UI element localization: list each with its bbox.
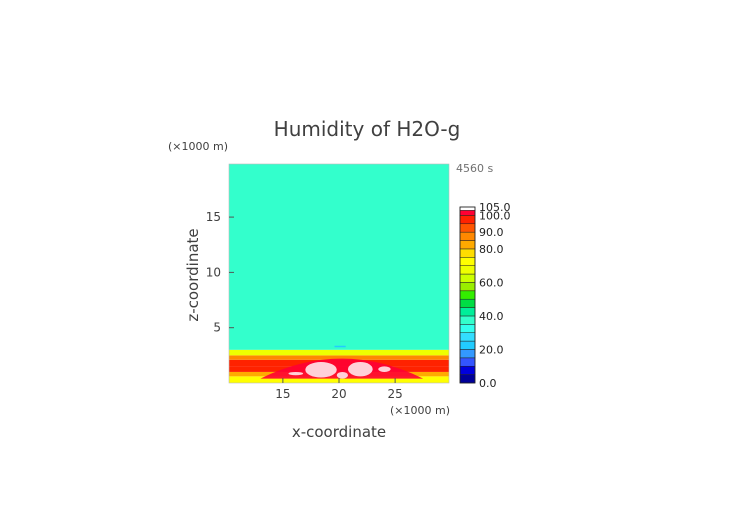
colorbar-label-5: 40.0 [479,310,504,323]
supersaturated-zone-2 [336,371,348,379]
colorbar-band-7 [459,315,476,325]
x-tick-label-25: 25 [387,387,402,401]
colorbar-band-14 [459,257,476,266]
colorbar-label-1: 100.0 [479,209,511,222]
x-tick-label-15: 15 [275,387,290,401]
colorbar-band-16 [459,240,476,250]
colorbar-band-2 [459,357,476,367]
field-layer-6 [229,164,449,350]
colorbar-band-21 [459,206,476,211]
colorbar-band-3 [459,349,476,359]
colorbar-label-7: 0.0 [479,377,497,390]
colorbar-band-19 [459,215,476,225]
x-axis-label: x-coordinate [292,423,386,441]
colorbar-label-2: 90.0 [479,226,504,239]
y-axis-label: z-coordinate [184,228,202,321]
colorbar-band-15 [459,248,476,258]
y-unit-label: (×1000 m) [168,140,228,153]
supersaturated-zone-3 [347,361,373,377]
colorbar-band-11 [459,282,476,292]
colorbar-band-0 [459,374,476,384]
colorbar-label-0: 105.0 [479,201,511,214]
y-tick-label-5: 5 [213,321,221,335]
colorbar-label-4: 60.0 [479,276,504,289]
colorbar-band-10 [459,290,476,300]
colorbar-band-12 [459,273,476,283]
colorbar-frame [459,206,476,384]
colorbar-band-5 [459,332,476,342]
heatmap-field [229,164,449,383]
time-label: 4560 s [456,162,493,175]
colorbar-band-17 [459,231,476,241]
colorbar-band-13 [459,265,476,275]
colorbar-band-6 [459,324,476,333]
colorbar-band-9 [459,298,476,308]
supersaturated-zone-1 [305,361,337,378]
colorbar-label-3: 80.0 [479,243,504,256]
x-axis-ticks: 15 20 25 [275,378,403,401]
x-unit-label: (×1000 m) [390,404,450,417]
colorbar-band-18 [459,223,476,233]
colorbar-label-6: 20.0 [479,343,504,356]
chart-title: Humidity of H2O-g [274,117,461,141]
colorbar-band-8 [459,307,476,317]
supersaturated-zone-4 [378,366,391,372]
colorbar-band-20 [459,210,476,216]
x-tick-label-20: 20 [331,387,346,401]
colorbar-band-1 [459,365,476,375]
y-axis-ticks: 5 10 15 [206,210,234,335]
field-layer-5 [229,349,449,356]
supersaturated-zone-0 [288,371,304,376]
field-layer-4 [229,355,449,360]
y-tick-label-15: 15 [206,210,221,224]
y-tick-label-10: 10 [206,265,221,279]
colorbar-band-4 [459,340,476,350]
